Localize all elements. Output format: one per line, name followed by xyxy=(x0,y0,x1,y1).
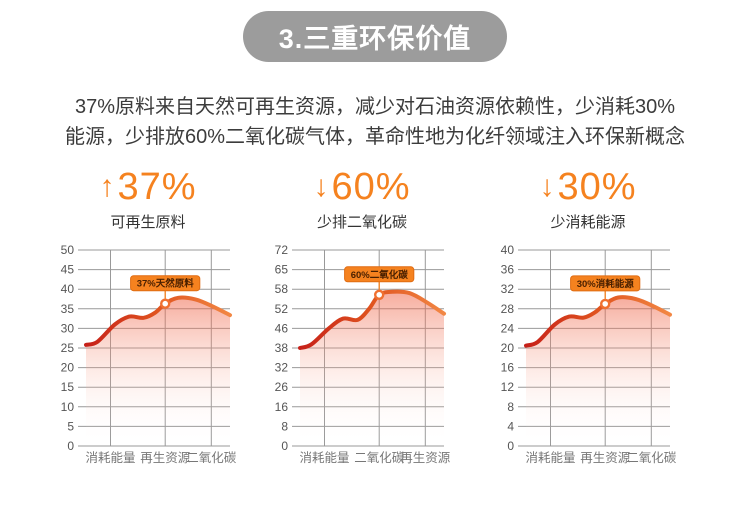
svg-text:0: 0 xyxy=(67,439,74,453)
intro-line-1: 37%原料来自天然可再生资源，减少对石油资源依赖性，少消耗30% xyxy=(74,96,676,118)
chart-column-energy: ↓ 30% 少消耗能源 40 36 32 28 24 20 16 12 8 4 0 消耗能量 再生资源二… xyxy=(492,166,684,475)
energy-line-chart: 40 36 32 28 24 20 16 12 8 4 0 消耗能量 再生资源 二氧化碳 30%消耗能源 xyxy=(492,236,684,475)
svg-text:消耗能量: 消耗能量 xyxy=(85,451,135,465)
page-title: 3.三重环保价值 xyxy=(242,11,508,62)
svg-text:8: 8 xyxy=(281,419,288,433)
svg-text:25: 25 xyxy=(61,341,75,355)
charts-row: ↑ 37% 可再生原料 50 45 40 35 30 25 20 15 10 5 0 消耗能量 再生资源… xyxy=(0,166,750,475)
svg-text:65: 65 xyxy=(275,263,289,277)
svg-text:5: 5 xyxy=(67,419,74,433)
svg-text:32: 32 xyxy=(501,282,515,296)
stat-label: 少排二氧化碳 xyxy=(316,214,407,231)
svg-text:46: 46 xyxy=(275,321,289,335)
stat-percent: 30% xyxy=(557,166,637,208)
down-arrow-icon: ↓ xyxy=(539,170,555,203)
svg-text:40: 40 xyxy=(501,243,515,257)
svg-text:再生资源: 再生资源 xyxy=(580,451,631,465)
svg-text:10: 10 xyxy=(61,400,75,414)
svg-text:72: 72 xyxy=(275,243,289,257)
svg-text:再生资源: 再生资源 xyxy=(400,451,451,465)
svg-text:26: 26 xyxy=(275,380,289,394)
svg-text:20: 20 xyxy=(61,361,75,375)
svg-text:50: 50 xyxy=(61,243,75,257)
svg-text:12: 12 xyxy=(501,380,515,394)
stat-percent: 60% xyxy=(331,166,411,208)
svg-text:32: 32 xyxy=(275,361,289,375)
svg-text:36: 36 xyxy=(501,263,515,277)
stat-energy: ↓ 30% xyxy=(492,166,684,208)
intro-line-2: 能源，少排放60%二氧化碳气体，革命性地为化纤领域注入环保新概念 xyxy=(64,126,686,148)
svg-text:28: 28 xyxy=(501,302,515,316)
svg-text:16: 16 xyxy=(275,400,289,414)
chart-column-renewable-materials: ↑ 37% 可再生原料 50 45 40 35 30 25 20 15 10 5 0 消耗能量 再生资源… xyxy=(52,166,244,475)
svg-text:40: 40 xyxy=(61,282,75,296)
svg-text:8: 8 xyxy=(507,400,514,414)
svg-text:0: 0 xyxy=(507,439,514,453)
svg-text:16: 16 xyxy=(501,361,515,375)
svg-text:35: 35 xyxy=(61,302,75,316)
chart-column-co2: ↓ 60% 少排二氧化碳 72 65 58 52 46 38 32 26 16 8 0 消耗能量 二氧化… xyxy=(266,166,458,475)
stat-percent: 37% xyxy=(117,166,197,208)
renewable-materials-line-chart: 50 45 40 35 30 25 20 15 10 5 0 消耗能量 再生资源 二氧化碳 37%天然原料 xyxy=(52,236,244,475)
svg-text:二氧化碳: 二氧化碳 xyxy=(186,451,237,465)
svg-text:再生资源: 再生资源 xyxy=(140,451,191,465)
svg-text:60%二氧化碳: 60%二氧化碳 xyxy=(351,269,409,281)
svg-text:二氧化碳: 二氧化碳 xyxy=(626,451,677,465)
stat-label: 可再生原料 xyxy=(110,214,186,231)
svg-text:45: 45 xyxy=(61,263,75,277)
svg-text:30: 30 xyxy=(61,321,75,335)
svg-text:15: 15 xyxy=(61,380,75,394)
svg-text:消耗能量: 消耗能量 xyxy=(525,451,575,465)
svg-text:24: 24 xyxy=(501,321,515,335)
svg-text:消耗能量: 消耗能量 xyxy=(299,451,349,465)
svg-text:0: 0 xyxy=(281,439,288,453)
intro-paragraph: 37%原料来自天然可再生资源，减少对石油资源依赖性，少消耗30% 能源，少排放6… xyxy=(0,92,750,152)
svg-text:52: 52 xyxy=(275,302,289,316)
down-arrow-icon: ↓ xyxy=(313,170,329,203)
co2-line-chart: 72 65 58 52 46 38 32 26 16 8 0 消耗能量 二氧化碳 再生资源 60%二氧化碳 xyxy=(266,236,458,475)
svg-text:30%消耗能源: 30%消耗能源 xyxy=(577,278,635,290)
svg-text:20: 20 xyxy=(501,341,515,355)
svg-text:38: 38 xyxy=(275,341,289,355)
svg-text:二氧化碳: 二氧化碳 xyxy=(354,451,405,465)
svg-text:58: 58 xyxy=(275,282,289,296)
stat-renewable-materials: ↑ 37% xyxy=(52,166,244,208)
stat-co2: ↓ 60% xyxy=(266,166,458,208)
svg-text:37%天然原料: 37%天然原料 xyxy=(137,278,195,290)
up-arrow-icon: ↑ xyxy=(99,170,115,203)
svg-text:4: 4 xyxy=(507,419,514,433)
stat-label: 少消耗能源 xyxy=(550,214,626,231)
